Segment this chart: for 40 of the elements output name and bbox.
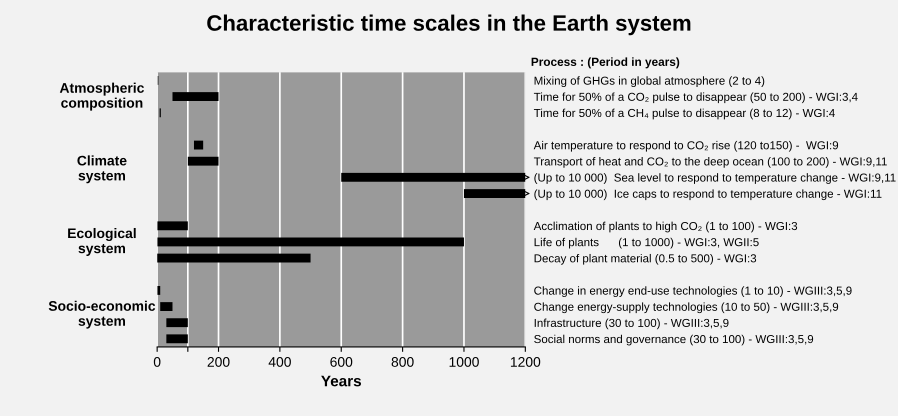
bar — [157, 221, 188, 230]
y-tick-label: (Up to 10 000) Sea level to respond to temperature change - WGI:9,11 — [534, 173, 896, 184]
y-tick-label: Social norms and governance (30 to 100) - WGIII:3,5,9 — [534, 334, 814, 346]
y-tick-label: Time for 50% of a CH₄ pulse to disappear (8 to 12) - WGI:4 — [534, 108, 835, 120]
y-tick-label: Time for 50% of a CO₂ pulse to disappear (50 to 200) - WGI:3,4 — [534, 92, 858, 104]
text: Atmospheric composition — [60, 82, 144, 111]
y-tick-label: Change energy-supply technologies (10 to 50) - WGIII:3,5,9 — [534, 302, 838, 314]
text: Climate system — [77, 155, 127, 184]
text: Ecological system — [68, 228, 136, 256]
bar — [157, 238, 464, 246]
x-tick-label: 600 — [330, 357, 352, 367]
y-tick-label: Infrastructure (30 to 100) - WGIII:3,5,9 — [534, 318, 729, 330]
y-tick-label: (Up to 10 000) Ice caps to respond to temperature change - WGI:11 — [534, 189, 882, 200]
bar — [464, 189, 526, 198]
x-axis-title: Years — [321, 376, 362, 386]
y-tick-label: Acclimation of plants to high CO₂ (1 to 100) - WGI:3 — [534, 222, 798, 232]
text: Socio-economic system — [48, 300, 156, 329]
bar — [341, 172, 526, 182]
x-tick-label: 400 — [268, 357, 291, 367]
y-tick-label: Transport of heat and CO₂ to the deep ocean (100 to 200) - WGI:9,11 — [534, 157, 887, 168]
chart-title: Characteristic time scales in the Earth system — [207, 14, 690, 36]
y-tick-label: Air temperature to respond to CO₂ rise (120 to150) - WGI:9 — [534, 140, 838, 152]
y-tick-label: Decay of plant material (0.5 to 500) - WGI:3 — [534, 254, 756, 265]
bar — [160, 302, 172, 312]
bar — [166, 334, 188, 344]
y-tick-label: Change in energy end-use technologies (1 to 10) - WGIII:3,5,9 — [534, 286, 852, 297]
y-tick-label: Life of plants (1 to 1000) - WGI:3, WGII:5 — [534, 238, 759, 249]
bar — [194, 140, 204, 150]
text: Process : (Period in years) — [532, 57, 680, 68]
x-tick-label: 200 — [208, 357, 230, 367]
bar — [188, 156, 219, 166]
x-tick-label: 800 — [392, 357, 414, 367]
x-tick-label: 1000 — [450, 357, 479, 367]
bar — [157, 254, 311, 263]
bar — [157, 286, 160, 295]
bar — [172, 92, 219, 102]
bar — [166, 318, 188, 328]
x-tick-label: 0 — [154, 357, 160, 367]
x-tick-label: 1200 — [510, 357, 540, 367]
y-tick-label: Mixing of GHGs in global atmosphere (2 to 4) — [534, 76, 764, 88]
